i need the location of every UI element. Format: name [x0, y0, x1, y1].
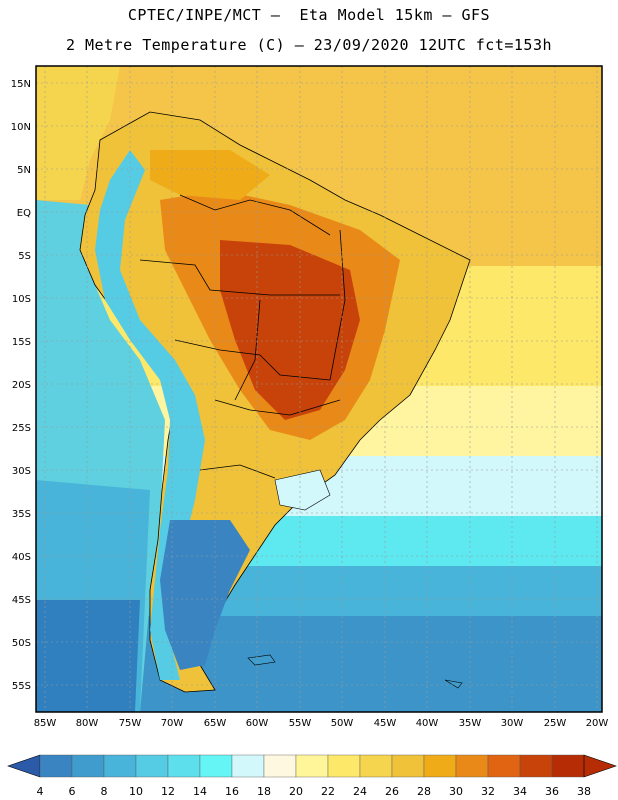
colorbar-label: 12 — [161, 785, 175, 798]
lon-label: 20W — [586, 718, 609, 729]
ocean-pacific-colder — [36, 600, 140, 712]
colorbar-cell — [103, 754, 137, 778]
colorbar-cell — [487, 754, 521, 778]
colorbar-cell — [327, 754, 361, 778]
colorbar-label: 8 — [101, 785, 108, 798]
map-frame — [35, 65, 603, 713]
lon-label: 70W — [161, 718, 184, 729]
colorbar-label: 6 — [69, 785, 76, 798]
lat-label: 15N — [11, 79, 31, 90]
lon-label: 25W — [544, 718, 567, 729]
colorbar-cell — [71, 754, 105, 778]
colorbar-cell — [359, 754, 393, 778]
colorbar-label: 24 — [353, 785, 367, 798]
lon-label: 55W — [289, 718, 312, 729]
lon-label: 40W — [416, 718, 439, 729]
land-north-warm — [150, 150, 270, 200]
lon-label: 65W — [204, 718, 227, 729]
colorbar-label: 22 — [321, 785, 335, 798]
lat-label: 55S — [12, 681, 31, 692]
colorbar-cell — [39, 754, 73, 778]
title-line-1: CPTEC/INPE/MCT – Eta Model 15km – GFS — [127, 6, 491, 24]
lat-label: 45S — [12, 595, 31, 606]
colorbar-cell — [295, 754, 329, 778]
south-georgia — [444, 679, 463, 689]
colorbar-label: 14 — [193, 785, 207, 798]
lat-label: 10N — [11, 122, 31, 133]
colorbar-label: 28 — [417, 785, 431, 798]
lon-labels: 85W 80W 75W 70W 65W 60W 55W 50W 45W 40W … — [34, 718, 609, 729]
lon-label: 60W — [246, 718, 269, 729]
colorbar-label: 36 — [545, 785, 559, 798]
lon-label: 50W — [331, 718, 354, 729]
lat-label: 40S — [12, 552, 31, 563]
colorbar-label: 4 — [37, 785, 44, 798]
title-line-2: 2 Metre Temperature (C) – 23/09/2020 12U… — [65, 36, 553, 54]
colorbar-cell — [455, 754, 489, 778]
lat-label: EQ — [17, 208, 31, 219]
colorbar-label: 10 — [129, 785, 143, 798]
map-field — [36, 66, 602, 712]
colorbar-cell — [551, 754, 585, 778]
ocean-north-pacific — [36, 66, 120, 200]
colorbar-cell — [231, 754, 265, 778]
lat-label: 5S — [18, 251, 31, 262]
lat-label: 10S — [12, 294, 31, 305]
colorbar-label: 18 — [257, 785, 271, 798]
lon-label: 30W — [501, 718, 524, 729]
patagonia-cold — [160, 520, 250, 670]
lat-label: 30S — [12, 466, 31, 477]
colorbar-cell — [199, 754, 233, 778]
colorbar-left-arrow — [7, 754, 41, 778]
colorbar-label: 34 — [513, 785, 527, 798]
lat-label: 15S — [12, 337, 31, 348]
colorbar-label: 32 — [481, 785, 495, 798]
land-hottest-zone — [220, 240, 360, 420]
lat-label: 25S — [12, 423, 31, 434]
colorbar-label: 26 — [385, 785, 399, 798]
colorbar-cell — [167, 754, 201, 778]
colorbar-label: 30 — [449, 785, 463, 798]
colorbar: 4 6 8 10 12 14 16 18 20 22 24 26 28 30 32 34 36 38 — [7, 754, 617, 798]
colorbar-cell — [263, 754, 297, 778]
graticule — [36, 66, 602, 712]
colorbar-label: 20 — [289, 785, 303, 798]
falklands — [247, 654, 276, 666]
colorbar-cell — [135, 754, 169, 778]
colorbar-label: 38 — [577, 785, 591, 798]
colorbar-cell — [391, 754, 425, 778]
lat-label: 5N — [17, 165, 31, 176]
colorbar-cell — [423, 754, 457, 778]
lon-label: 35W — [459, 718, 482, 729]
lat-labels: 15N 10N 5N EQ 5S 10S 15S 20S 25S 30S 35S… — [11, 79, 31, 692]
uruguay-cool — [274, 469, 331, 511]
lon-label: 45W — [374, 718, 397, 729]
colorbar-right-arrow — [583, 754, 617, 778]
colorbar-cell — [519, 754, 553, 778]
lat-label: 35S — [12, 509, 31, 520]
country-borders — [139, 194, 346, 479]
lat-label: 50S — [12, 638, 31, 649]
lon-label: 80W — [76, 718, 99, 729]
lat-label: 20S — [12, 380, 31, 391]
lon-label: 75W — [119, 718, 142, 729]
colorbar-label: 16 — [225, 785, 239, 798]
lon-label: 85W — [34, 718, 57, 729]
